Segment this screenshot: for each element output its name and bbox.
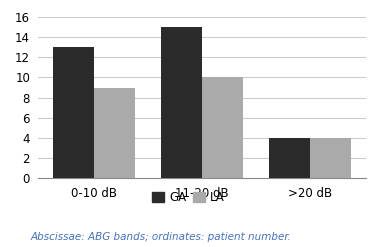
Legend: GA, LA: GA, LA	[150, 189, 227, 206]
Bar	[93, 87, 135, 178]
Bar	[161, 27, 202, 178]
Bar	[269, 138, 310, 178]
Bar	[202, 78, 243, 178]
Bar	[53, 47, 93, 178]
Bar	[310, 138, 351, 178]
Text: Abscissae: ABG bands; ordinates: patient number.: Abscissae: ABG bands; ordinates: patient…	[30, 232, 291, 242]
